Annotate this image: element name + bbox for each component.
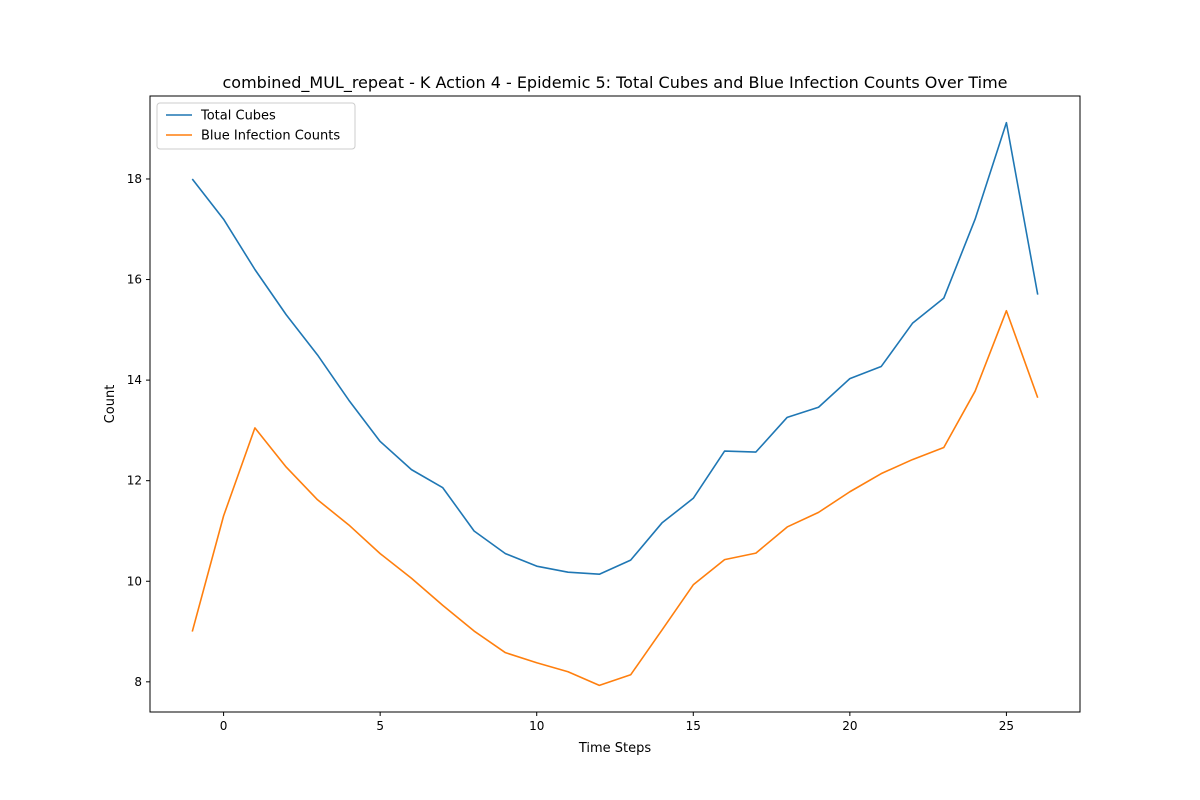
x-tick-label: 25 xyxy=(999,719,1014,733)
y-tick-label: 18 xyxy=(127,172,142,186)
plot-frame xyxy=(149,95,1081,713)
legend-label-2: Blue Infection Counts xyxy=(201,129,340,144)
y-tick-label: 8 xyxy=(134,675,142,689)
y-axis-ticks: 8 10 12 14 16 18 xyxy=(127,172,150,689)
y-tick-label: 10 xyxy=(127,574,142,588)
chart-title: combined_MUL_repeat - K Action 4 - Epide… xyxy=(222,73,1007,93)
legend-label-1: Total Cubes xyxy=(200,109,276,124)
y-axis-label: Count xyxy=(103,385,118,424)
x-axis-ticks: 0 5 10 15 20 25 xyxy=(220,712,1014,733)
x-tick-label: 20 xyxy=(842,719,857,733)
x-tick-label: 10 xyxy=(529,719,544,733)
y-tick-label: 16 xyxy=(127,273,142,287)
x-tick-label: 15 xyxy=(686,719,701,733)
x-axis-label: Time Steps xyxy=(578,741,652,756)
plot-lines xyxy=(191,121,1039,687)
series-line-2 xyxy=(191,309,1039,687)
y-tick-label: 12 xyxy=(127,474,142,488)
series-line-1 xyxy=(191,121,1039,576)
x-tick-label: 0 xyxy=(220,719,228,733)
y-tick-label: 14 xyxy=(127,373,142,387)
legend-box xyxy=(156,102,356,150)
x-tick-label: 5 xyxy=(376,719,384,733)
legend: Total Cubes Blue Infection Counts xyxy=(156,102,356,150)
